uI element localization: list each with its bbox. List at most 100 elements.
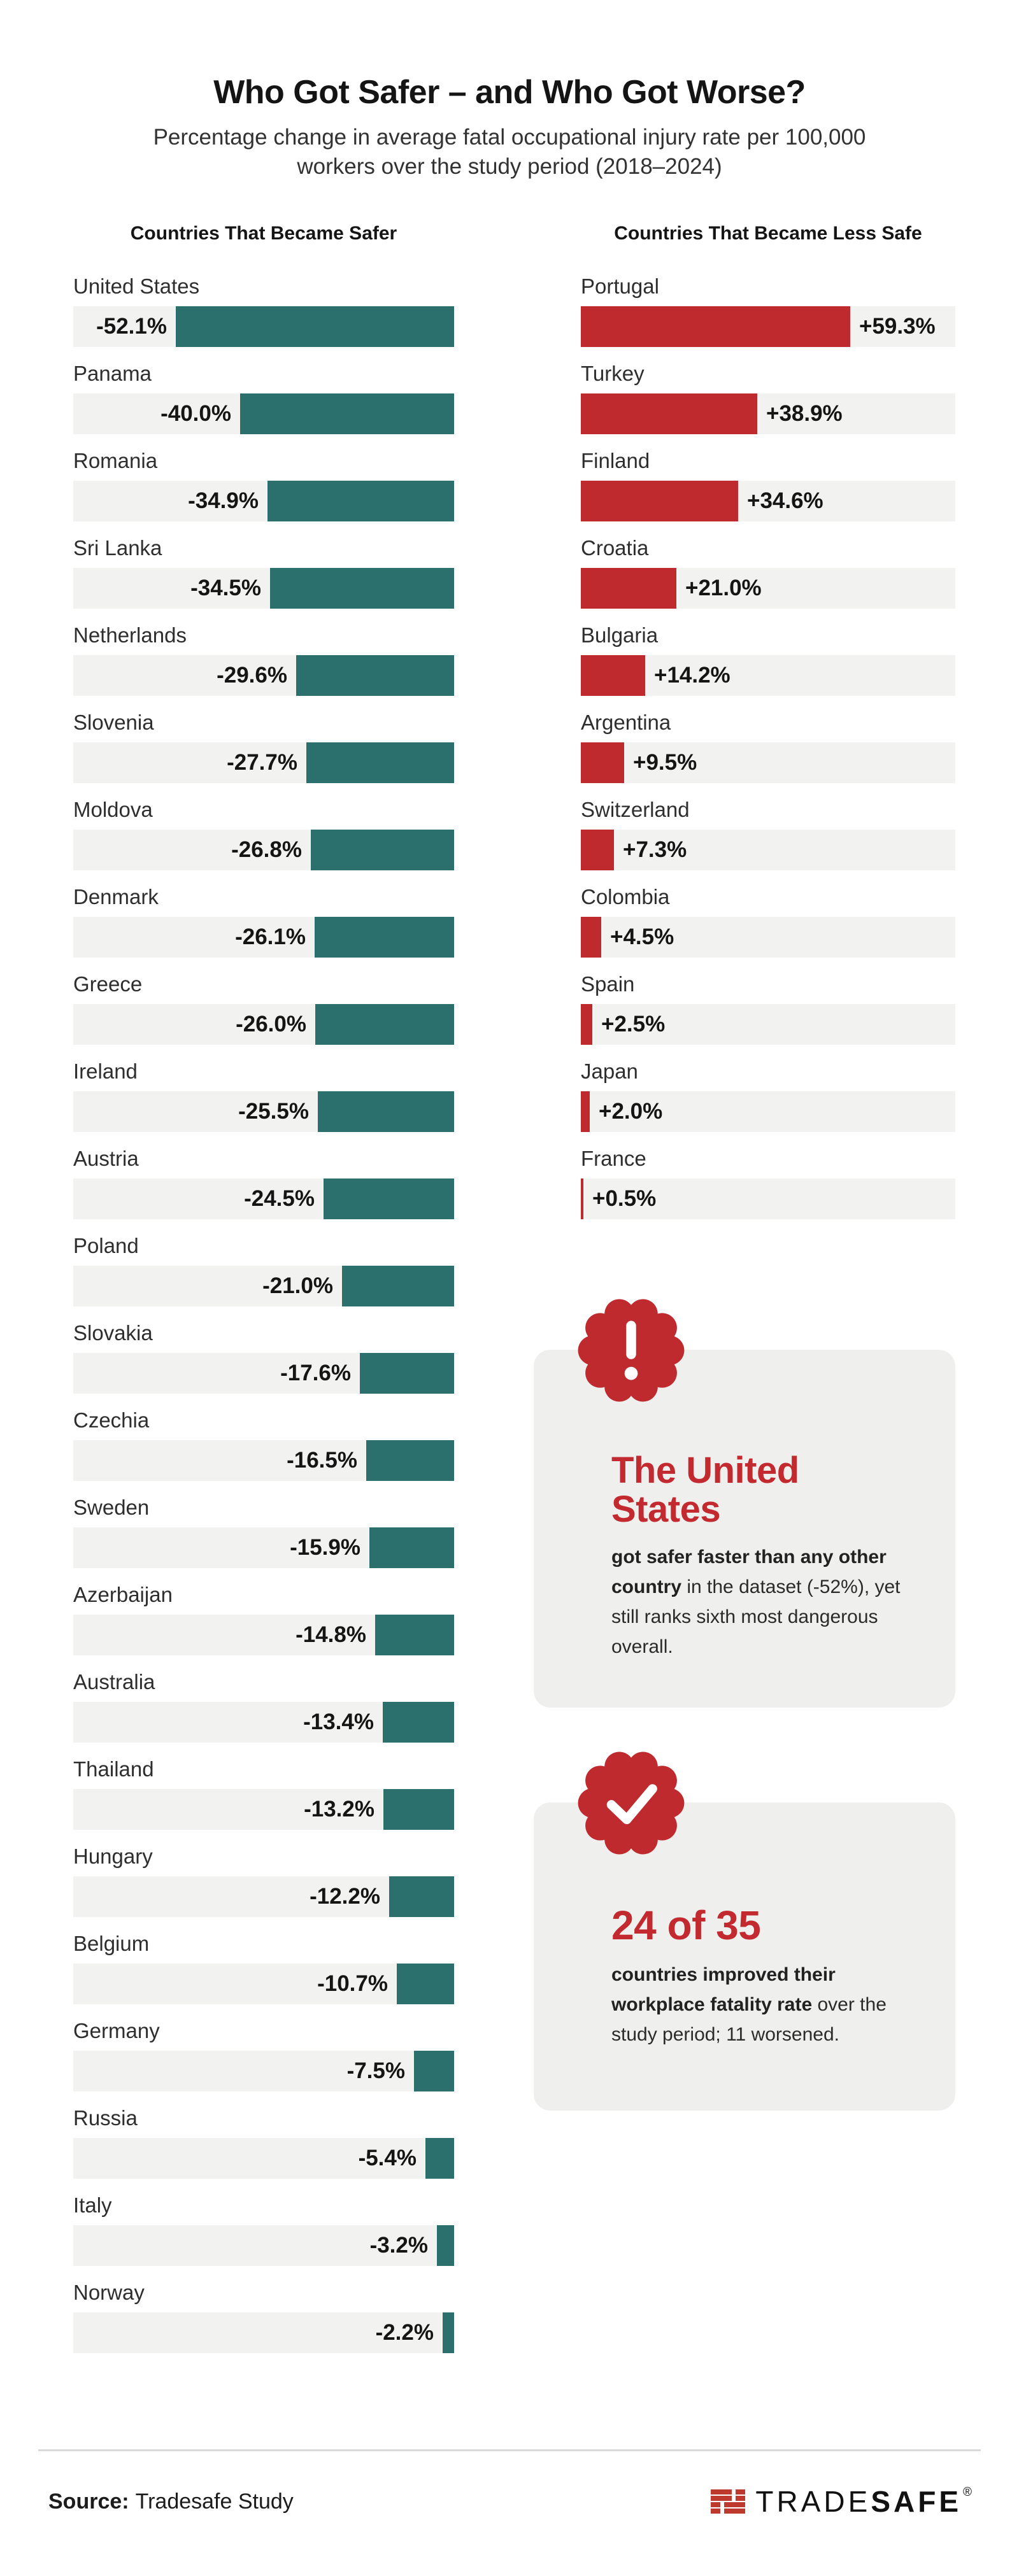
value-label: +0.5% [592,1186,657,1211]
country-label: Greece [73,972,143,996]
value-label: -7.5% [346,2058,405,2083]
bar [375,1615,454,1655]
subtitle: Percentage change in average fatal occup… [57,123,962,181]
tradesafe-logo-icon [711,2489,746,2514]
callout-us-body-bold: got safer faster than any other country [611,1546,887,1597]
value-label: -5.4% [358,2146,417,2170]
value-label: +14.2% [654,663,730,688]
bar [581,1091,590,1132]
value-label: -40.0% [160,401,231,426]
tradesafe-logo-text: TRADESAFE [755,2484,962,2519]
callout-24-of-35: 24 of 35 countries improved their workpl… [534,1752,955,2111]
country-label: Switzerland [581,798,690,821]
country-label: Croatia [581,536,649,560]
bar [581,306,850,347]
value-label: +7.3% [623,837,687,862]
bar [315,1004,454,1045]
bar-track: -13.2% [73,1789,454,1830]
bar-track: -26.1% [73,917,454,958]
country-label: Slovakia [73,1321,153,1345]
value-label: +4.5% [610,924,674,949]
safer-bar-list: United States -52.1% Panama -40.0% Romania -3… [73,274,454,2353]
country-label: Italy [73,2193,112,2217]
bar [581,481,738,521]
value-label: +9.5% [633,750,697,775]
country-label: United States [73,274,200,298]
bar-track: -5.4% [73,2138,454,2179]
logo-trade: TRADE [755,2485,871,2518]
country-label: Netherlands [73,623,187,647]
bar-track: -25.5% [73,1091,454,1132]
country-label: Hungary [73,1844,153,1868]
country-label: Norway [73,2281,145,2304]
value-label: -34.5% [190,576,261,600]
value-label: -17.6% [280,1361,351,1385]
subtitle-line1: Percentage change in average fatal occup… [153,125,866,150]
value-label: +38.9% [766,401,843,426]
bar [311,830,454,870]
country-label: Sri Lanka [73,536,162,560]
country-label: Turkey [581,362,645,385]
bar-row: Italy -3.2% [73,2193,454,2266]
less-safe-bar-list: Portugal +59.3% Turkey +38.9% Finland +34.6% C… [581,274,955,1219]
callout-24of35-body: countries improved their workplace fatal… [611,1960,901,2049]
bar [366,1440,454,1481]
bar-track: -34.9% [73,481,454,521]
bar [581,393,757,434]
bar-row: Norway -2.2% [73,2280,454,2353]
bar [581,568,676,609]
bar-row: Australia -13.4% [73,1669,454,1743]
country-label: Poland [73,1234,139,1257]
bar [270,568,454,609]
country-label: Australia [73,1670,155,1694]
bar-row: Denmark -26.1% [73,884,454,958]
bar [397,1964,454,2004]
bar-row: Russia -5.4% [73,2105,454,2179]
country-label: Slovenia [73,711,154,734]
bar [581,655,645,696]
tradesafe-logo: TRADESAFE ® [711,2484,972,2519]
bar [324,1178,454,1219]
value-label: -16.5% [287,1448,357,1473]
bar-track: -40.0% [73,393,454,434]
bar-track: -15.9% [73,1527,454,1568]
value-label: -26.1% [235,924,306,949]
bar-row: Finland +34.6% [581,448,955,521]
country-label: Belgium [73,1932,150,1955]
bar-row: Bulgaria +14.2% [581,623,955,696]
bar [414,2051,454,2091]
bar-row: Netherlands -29.6% [73,623,454,696]
bar-track: -7.5% [73,2051,454,2091]
country-label: Ireland [73,1059,138,1083]
value-label: -24.5% [244,1186,315,1211]
bar-row: Japan +2.0% [581,1059,955,1132]
source-label: Source: [48,2489,129,2514]
country-label: Germany [73,2019,160,2042]
country-label: Moldova [73,798,153,821]
bar-track: -27.7% [73,742,454,783]
bar-track: -3.2% [73,2225,454,2266]
bar [425,2138,454,2179]
bar-row: Portugal +59.3% [581,274,955,347]
bar-track: -17.6% [73,1353,454,1394]
bar-row: United States -52.1% [73,274,454,347]
value-label: -26.8% [231,837,302,862]
bar-row: Poland -21.0% [73,1233,454,1306]
footer: Source: Tradesafe Study TRADESAFE ® [38,2449,981,2519]
bar [581,742,624,783]
value-label: -2.2% [375,2320,434,2345]
country-label: Portugal [581,274,659,298]
bar [443,2312,454,2353]
bar-track: -34.5% [73,568,454,609]
bar-row: Greece -26.0% [73,972,454,1045]
registered-mark: ® [963,2486,972,2499]
bar-track: -12.2% [73,1876,454,1917]
bar-track: +14.2% [581,655,955,696]
value-label: -13.2% [304,1797,374,1822]
bar-row: Belgium -10.7% [73,1931,454,2004]
bar-track: +9.5% [581,742,955,783]
bar-track: -21.0% [73,1266,454,1306]
source-value: Tradesafe Study [135,2489,294,2514]
bar-row: Germany -7.5% [73,2018,454,2091]
